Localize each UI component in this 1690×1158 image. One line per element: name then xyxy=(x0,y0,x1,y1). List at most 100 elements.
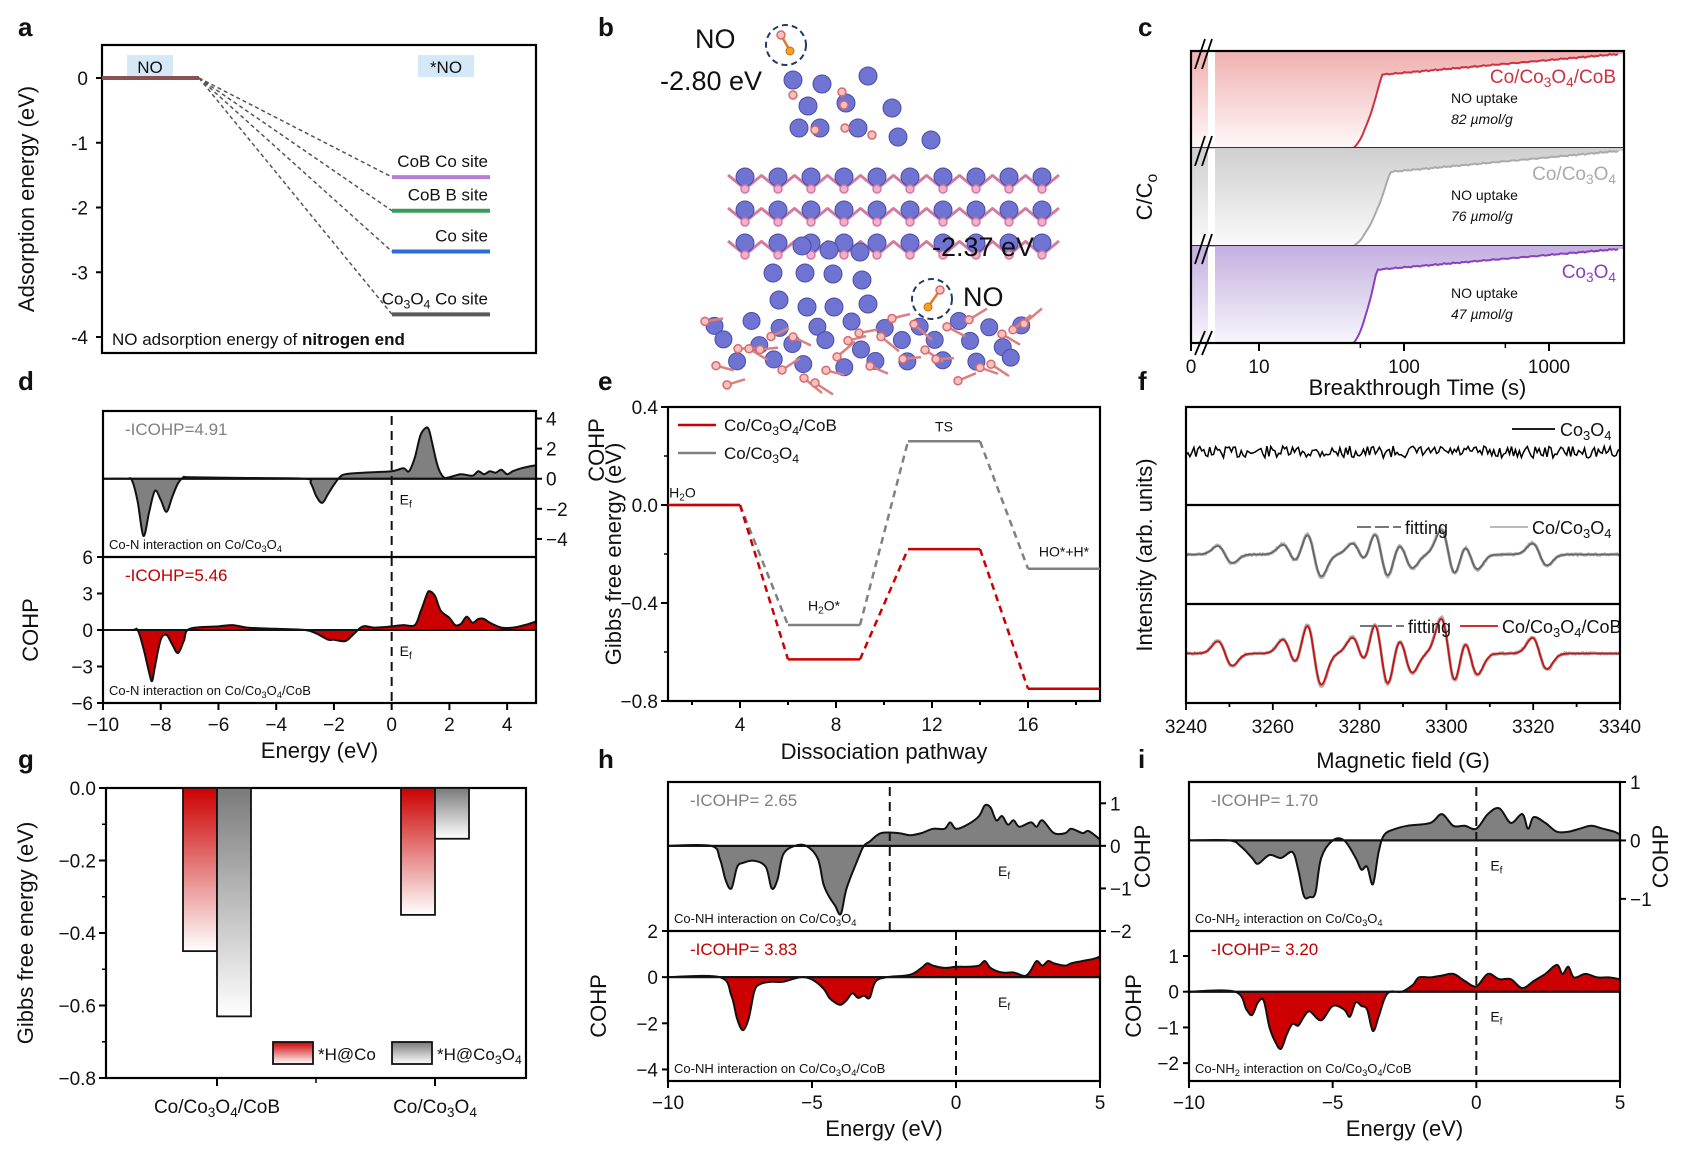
y-tick-label: 0 xyxy=(1630,831,1641,852)
text-run: E xyxy=(1490,1009,1499,1025)
y-tick-label: 0 xyxy=(1110,837,1121,858)
series-label-2: Co3O4 xyxy=(1562,262,1617,285)
x-axis-label: Magnetic field (G) xyxy=(1316,748,1490,773)
subscript: 3 xyxy=(1583,428,1590,443)
oxygen-atom xyxy=(711,360,721,371)
y-tick-label: −1 xyxy=(1630,890,1652,911)
header-box-no xyxy=(127,55,173,77)
adsorbate-label-top: NO xyxy=(695,24,736,54)
oxygen-atom xyxy=(821,365,831,376)
text-run: O xyxy=(1594,164,1609,185)
text-run: Co-NH xyxy=(1195,911,1235,926)
y-axis-label: Gibbs free energy (eV) xyxy=(601,443,626,666)
panel-b-structures: NO -2.80 eV NO -2.37 eV xyxy=(660,24,1060,396)
y-tick-label: −2 xyxy=(1157,1054,1179,1075)
oxygen-atom xyxy=(766,331,776,342)
overlapping-cohp-label: COHP xyxy=(584,418,609,482)
text-run: /CoB xyxy=(1581,617,1621,637)
text-run: Co/Co xyxy=(393,1097,447,1118)
boron-atom xyxy=(1037,184,1047,194)
y-tick-label: −2 xyxy=(636,1014,658,1035)
cobalt-atom xyxy=(966,167,986,187)
boron-atom xyxy=(740,184,750,194)
subscript: 4 xyxy=(851,1068,856,1078)
legend-fit-label-1: fitting xyxy=(1405,518,1448,538)
fermi-label: Ef xyxy=(998,863,1010,882)
text-run: CoB B site xyxy=(408,186,488,205)
cobalt-atom xyxy=(801,200,821,220)
legend-swatch-1 xyxy=(391,1041,433,1065)
y-tick-label: -3 xyxy=(71,263,88,284)
header-box-adsorbed-no xyxy=(418,55,474,77)
left-axis-label: COHP xyxy=(1121,974,1146,1038)
text-run: Co-NH interaction on Co/Co xyxy=(674,1061,836,1076)
breakthrough-fill-0 xyxy=(1191,51,1624,148)
y-tick-label: −4 xyxy=(546,530,568,551)
subscript: f xyxy=(409,500,412,511)
text-run: O xyxy=(502,1045,515,1064)
cobalt-atom xyxy=(921,130,941,150)
text-run: O xyxy=(1367,1061,1377,1076)
text-run: O xyxy=(779,416,792,435)
text-run: O xyxy=(455,1097,470,1118)
subscript: 3 xyxy=(261,544,266,554)
cobalt-atom xyxy=(797,297,817,317)
subscript: 4 xyxy=(1377,918,1382,928)
cobalt-atom xyxy=(925,330,944,349)
bar-1-0 xyxy=(216,787,252,1018)
uptake-label-0: NO uptake xyxy=(1451,90,1518,106)
y-tick-label: 1 xyxy=(1168,947,1179,968)
boron-atom xyxy=(840,123,850,133)
x-tick-label: 3280 xyxy=(1338,717,1380,738)
plot-frame xyxy=(101,409,538,705)
cohp-area-1 xyxy=(103,590,537,683)
axis-break-mark xyxy=(1194,38,1206,70)
transition-dashed xyxy=(858,548,910,660)
x-tick-label: 12 xyxy=(921,715,942,736)
x-axis-label: Energy (eV) xyxy=(825,1116,942,1141)
subscript: 4 xyxy=(1377,1068,1382,1078)
subscript: 2 xyxy=(818,605,824,616)
subscript: 4 xyxy=(1604,428,1611,443)
panel-label-i: i xyxy=(1138,744,1145,774)
boron-atom xyxy=(872,250,882,260)
x-tick-label: 16 xyxy=(1017,715,1038,736)
y-tick-label: -2 xyxy=(71,199,88,220)
cobalt-atom xyxy=(1032,200,1052,220)
y-tick-label: 0 xyxy=(1168,983,1179,1004)
x-tick-label: 4 xyxy=(502,715,513,736)
cobalt-atom xyxy=(823,264,843,284)
category-label-1: Co/Co3O4 xyxy=(393,1097,477,1120)
text-run: /CoB xyxy=(1383,1061,1412,1076)
adsorbate-highlight-circle xyxy=(765,24,807,66)
boron-atom xyxy=(806,250,816,260)
y-tick-label: −2 xyxy=(546,500,568,521)
subscript: 4 xyxy=(792,452,799,466)
y-tick-label: -1 xyxy=(71,134,88,155)
x-tick-label: 5 xyxy=(1615,1093,1626,1114)
x-tick-label: 2 xyxy=(444,715,455,736)
axis-break-mark xyxy=(1194,135,1206,167)
subscript: 4 xyxy=(424,297,431,311)
cohp-area-1 xyxy=(667,954,1101,1032)
boron-atom xyxy=(806,217,816,227)
panel-labels: a b c d e f g h i xyxy=(18,12,1152,774)
transition-dashed xyxy=(738,504,790,626)
oxygen-atom xyxy=(810,378,820,388)
x-axis-label: Energy (eV) xyxy=(1346,1116,1463,1141)
y-tick-label: −2 xyxy=(1110,922,1132,943)
text-run: TS xyxy=(935,419,953,435)
legend-fit-label-2: fitting xyxy=(1408,617,1451,637)
boron-atom xyxy=(905,250,915,260)
cobalt-atom xyxy=(848,118,868,138)
boron-atom xyxy=(1037,250,1047,260)
oxygen-atom xyxy=(997,329,1007,339)
text-run: /CoB xyxy=(1574,67,1616,88)
y-tick-label: 0.0 xyxy=(70,779,96,800)
text-run: O xyxy=(267,683,277,698)
y-axis-label: Adsorption energy (eV) xyxy=(14,86,39,312)
oxygen-atom xyxy=(777,365,787,375)
cobalt-atom xyxy=(933,200,953,220)
oxygen-atom xyxy=(722,380,732,390)
